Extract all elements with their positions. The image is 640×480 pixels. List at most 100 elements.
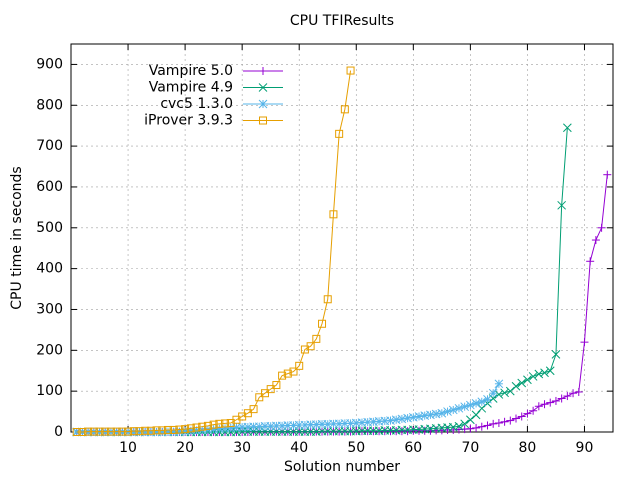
data-point bbox=[523, 375, 532, 385]
data-point bbox=[243, 409, 252, 418]
data-point bbox=[323, 295, 332, 304]
series-line bbox=[76, 70, 352, 433]
data-point bbox=[192, 423, 201, 432]
data-point bbox=[506, 416, 515, 425]
data-point bbox=[540, 368, 549, 378]
data-point bbox=[477, 403, 487, 413]
y-tick-label: 900 bbox=[36, 56, 63, 72]
data-point bbox=[312, 334, 321, 343]
data-point bbox=[494, 390, 504, 399]
data-point bbox=[488, 388, 498, 398]
y-tick-label: 0 bbox=[54, 424, 63, 440]
series-line bbox=[76, 127, 568, 433]
x-tick-label: 20 bbox=[176, 440, 194, 456]
data-point bbox=[466, 400, 475, 410]
y-tick-label: 400 bbox=[36, 261, 63, 277]
data-point bbox=[443, 407, 452, 416]
data-point bbox=[215, 419, 224, 428]
data-point bbox=[351, 418, 361, 428]
data-point bbox=[158, 426, 167, 435]
y-tick-label: 200 bbox=[36, 342, 63, 358]
data-point bbox=[146, 426, 155, 435]
data-point bbox=[431, 409, 441, 419]
data-point bbox=[466, 424, 475, 433]
data-point bbox=[124, 427, 133, 436]
legend-entry: Vampire 5.0 bbox=[149, 63, 283, 79]
data-point bbox=[448, 405, 458, 415]
data-point bbox=[574, 387, 583, 396]
series-group bbox=[72, 66, 612, 437]
chart-title: CPU TFIResults bbox=[290, 13, 394, 29]
data-point bbox=[603, 170, 612, 179]
data-point bbox=[511, 381, 521, 391]
x-tick-label: 10 bbox=[119, 440, 137, 456]
plot-area-border bbox=[70, 43, 614, 433]
data-point bbox=[557, 200, 567, 210]
series-1 bbox=[72, 170, 612, 436]
data-point bbox=[437, 408, 447, 418]
legend-marker bbox=[258, 99, 268, 109]
data-point bbox=[500, 417, 509, 426]
data-point bbox=[471, 410, 481, 420]
data-point bbox=[403, 413, 412, 423]
x-tick-label: 70 bbox=[461, 440, 479, 456]
data-point bbox=[472, 423, 481, 432]
data-point bbox=[289, 367, 298, 376]
data-point bbox=[169, 425, 178, 434]
legend-label: cvc5 1.3.0 bbox=[160, 96, 233, 112]
legend-label: Vampire 4.9 bbox=[149, 80, 233, 96]
data-point bbox=[569, 389, 578, 398]
data-point bbox=[72, 428, 81, 436]
data-point bbox=[545, 366, 555, 376]
y-axis-title: CPU time in seconds bbox=[9, 166, 25, 309]
data-point bbox=[489, 419, 498, 428]
data-point bbox=[517, 378, 527, 388]
data-point bbox=[221, 419, 230, 428]
data-point bbox=[477, 422, 486, 431]
data-point bbox=[198, 422, 207, 431]
data-point bbox=[563, 123, 572, 133]
legend-entry: cvc5 1.3.0 bbox=[160, 96, 283, 112]
data-point bbox=[283, 369, 292, 378]
x-tick-label: 90 bbox=[576, 440, 594, 456]
data-point bbox=[505, 386, 515, 396]
series-line bbox=[76, 174, 608, 433]
data-point bbox=[512, 414, 521, 423]
data-point bbox=[84, 427, 93, 436]
data-point bbox=[141, 426, 150, 435]
data-point bbox=[106, 427, 115, 436]
y-tick-label: 300 bbox=[36, 301, 63, 317]
x-tick-label: 60 bbox=[404, 440, 422, 456]
data-point bbox=[135, 427, 144, 436]
data-point bbox=[163, 425, 172, 434]
data-point bbox=[152, 426, 161, 435]
data-point bbox=[306, 342, 315, 351]
data-point bbox=[175, 425, 184, 434]
data-point bbox=[420, 411, 430, 421]
data-point bbox=[557, 394, 566, 403]
y-tick-label: 800 bbox=[36, 97, 63, 113]
data-point bbox=[563, 392, 572, 401]
data-point bbox=[112, 427, 121, 436]
data-point bbox=[89, 427, 98, 436]
series-4 bbox=[72, 66, 355, 436]
data-point bbox=[181, 425, 190, 434]
data-point bbox=[278, 371, 287, 380]
data-point bbox=[391, 415, 401, 425]
data-point bbox=[586, 257, 595, 266]
y-tick-label: 100 bbox=[36, 383, 63, 399]
data-point bbox=[249, 405, 258, 414]
data-point bbox=[95, 427, 104, 436]
data-point bbox=[266, 385, 275, 394]
x-tick-label: 30 bbox=[233, 440, 251, 456]
data-point bbox=[454, 403, 464, 413]
legend-marker bbox=[259, 67, 267, 75]
axis-ticks: 0 100 200 300 400 500 600 700 800 900 10 20 30 40 50 60… bbox=[36, 44, 613, 456]
data-point bbox=[386, 416, 395, 425]
data-point bbox=[466, 415, 475, 425]
data-point bbox=[551, 396, 560, 405]
data-point bbox=[318, 319, 327, 328]
legend-marker bbox=[259, 116, 267, 125]
x-tick-label: 40 bbox=[290, 440, 308, 456]
